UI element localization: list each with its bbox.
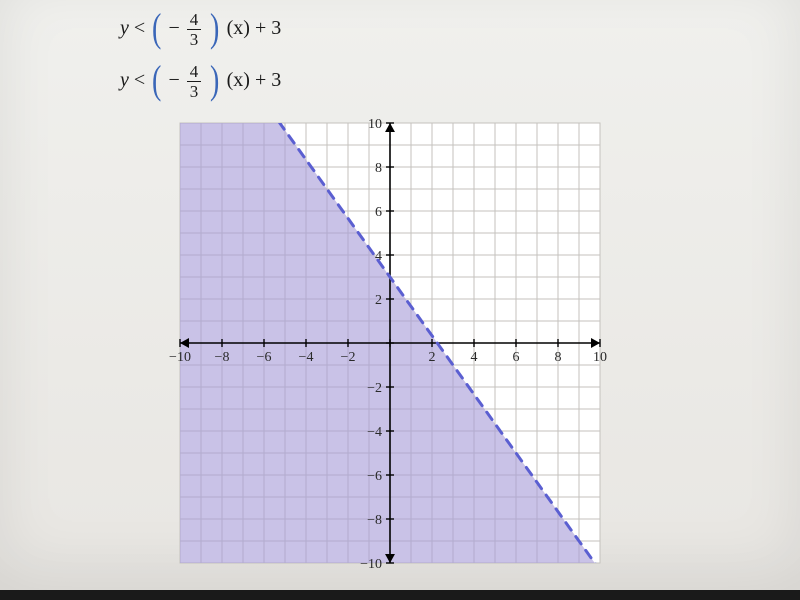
x-factor: (x) + 3 [227,69,282,91]
less-than: < [134,69,150,91]
fraction: 4 3 [187,63,202,100]
svg-text:−8: −8 [367,513,382,528]
x-factor: (x) + 3 [227,17,282,39]
svg-text:−10: −10 [360,557,382,572]
minus-sign: − [169,17,185,39]
var-y: y [120,17,129,39]
svg-text:−6: −6 [257,350,272,365]
minus-sign: − [169,69,185,91]
svg-text:4: 4 [471,350,478,365]
denominator: 3 [187,82,202,100]
page-surface: y < ( − 4 3 ) (x) + 3 y < ( − 4 3 ) (x) … [0,0,800,590]
open-paren-icon: ( [152,56,161,103]
numerator: 4 [187,11,202,30]
svg-text:−2: −2 [367,381,382,396]
svg-text:−10: −10 [169,350,191,365]
inequality-expression-1: y < ( − 4 3 ) (x) + 3 [120,6,281,53]
svg-text:10: 10 [593,350,607,365]
svg-text:2: 2 [375,293,382,308]
denominator: 3 [187,30,202,48]
svg-text:10: 10 [368,117,382,132]
numerator: 4 [187,63,202,82]
svg-text:8: 8 [555,350,562,365]
chart-canvas: −10−8−6−4−2246810108642−2−4−6−8−10 [150,113,620,588]
svg-text:2: 2 [429,350,436,365]
svg-text:−6: −6 [367,469,382,484]
svg-text:−4: −4 [299,350,314,365]
less-than: < [134,17,150,39]
svg-text:−2: −2 [341,350,356,365]
var-y: y [120,69,129,91]
svg-text:−4: −4 [367,425,382,440]
svg-text:6: 6 [513,350,520,365]
fraction: 4 3 [187,11,202,48]
inequality-expression-2: y < ( − 4 3 ) (x) + 3 [120,58,281,105]
svg-text:8: 8 [375,161,382,176]
close-paren-icon: ) [210,4,219,51]
frame-bottom [0,590,800,600]
open-paren-icon: ( [152,4,161,51]
inequality-chart: −10−8−6−4−2246810108642−2−4−6−8−10 [150,113,620,588]
close-paren-icon: ) [210,56,219,103]
svg-text:−8: −8 [215,350,230,365]
svg-text:6: 6 [375,205,382,220]
